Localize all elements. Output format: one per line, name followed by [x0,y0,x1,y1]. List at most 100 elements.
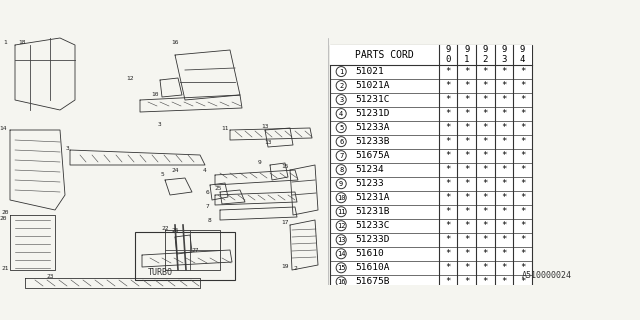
Text: 1: 1 [3,39,7,44]
Text: *: * [501,67,507,76]
Text: *: * [520,221,525,230]
Text: *: * [445,95,451,104]
Text: 20: 20 [0,215,7,220]
Text: 51231C: 51231C [355,95,390,104]
Text: *: * [483,81,488,90]
Text: *: * [445,151,451,160]
Text: 2: 2 [293,266,297,270]
Text: 12: 12 [337,223,346,229]
Text: *: * [520,123,525,132]
Circle shape [336,249,346,259]
Text: 9
2: 9 2 [483,45,488,64]
Text: *: * [501,137,507,146]
Circle shape [336,81,346,91]
Text: *: * [483,235,488,244]
Text: *: * [445,179,451,188]
Text: *: * [464,67,469,76]
Text: *: * [445,193,451,202]
Text: 20: 20 [1,211,9,215]
Circle shape [336,207,346,217]
Text: *: * [464,165,469,174]
Text: *: * [501,263,507,272]
Text: 19: 19 [281,265,289,269]
Text: 8: 8 [339,167,343,173]
Text: *: * [501,151,507,160]
Circle shape [336,108,346,119]
Text: 3: 3 [158,123,162,127]
Circle shape [336,137,346,147]
Text: 13: 13 [337,237,346,243]
Text: *: * [464,249,469,258]
Text: 22: 22 [161,226,169,230]
Text: 3: 3 [339,97,343,103]
Text: *: * [464,193,469,202]
Text: *: * [445,123,451,132]
Text: 51234: 51234 [355,165,384,174]
Text: *: * [464,123,469,132]
Text: 9: 9 [258,159,262,164]
Circle shape [336,193,346,203]
Text: 12: 12 [126,76,134,81]
Text: 4: 4 [203,167,207,172]
Circle shape [336,151,346,161]
Text: *: * [483,221,488,230]
Text: *: * [483,151,488,160]
Circle shape [336,235,346,245]
Circle shape [336,277,346,287]
Text: *: * [445,235,451,244]
Text: *: * [483,179,488,188]
Text: *: * [520,249,525,258]
Text: 16: 16 [172,39,179,44]
Text: *: * [464,109,469,118]
Circle shape [336,263,346,273]
Text: 2: 2 [339,83,343,89]
Text: 51021A: 51021A [355,81,390,90]
Text: *: * [520,137,525,146]
Text: 7: 7 [206,204,210,210]
Text: 6: 6 [339,139,343,145]
Text: *: * [483,277,488,286]
Bar [330,44,532,65]
Circle shape [336,67,346,76]
Text: 16: 16 [337,279,346,285]
Text: *: * [445,263,451,272]
Text: *: * [483,123,488,132]
Text: 13: 13 [264,140,272,146]
Text: *: * [501,109,507,118]
Text: *: * [464,263,469,272]
Text: PARTS CORD: PARTS CORD [355,50,414,60]
Text: *: * [464,95,469,104]
Text: *: * [501,221,507,230]
Text: 10: 10 [151,92,159,98]
Text: 5: 5 [339,125,343,131]
Text: *: * [520,95,525,104]
Text: 9
3: 9 3 [501,45,507,64]
Text: *: * [501,207,507,216]
Text: *: * [445,137,451,146]
Text: 51231B: 51231B [355,207,390,216]
Text: *: * [501,165,507,174]
Text: 14: 14 [0,125,7,131]
Text: *: * [464,179,469,188]
Text: *: * [501,193,507,202]
Text: *: * [520,151,525,160]
Text: *: * [520,235,525,244]
Text: 15: 15 [281,164,289,170]
Text: 51675A: 51675A [355,151,390,160]
Text: *: * [464,277,469,286]
Circle shape [336,221,346,231]
Text: *: * [520,81,525,90]
Text: TURBO: TURBO [148,268,173,277]
Text: 26: 26 [172,228,179,233]
Text: 9: 9 [339,181,343,187]
Text: 23: 23 [46,274,54,278]
Bar [135,232,235,280]
Text: *: * [445,207,451,216]
Text: 3: 3 [66,146,70,150]
Text: 51610A: 51610A [355,263,390,272]
Text: *: * [520,207,525,216]
Text: *: * [483,137,488,146]
Text: 13: 13 [261,124,269,130]
Circle shape [336,123,346,133]
Text: *: * [483,109,488,118]
